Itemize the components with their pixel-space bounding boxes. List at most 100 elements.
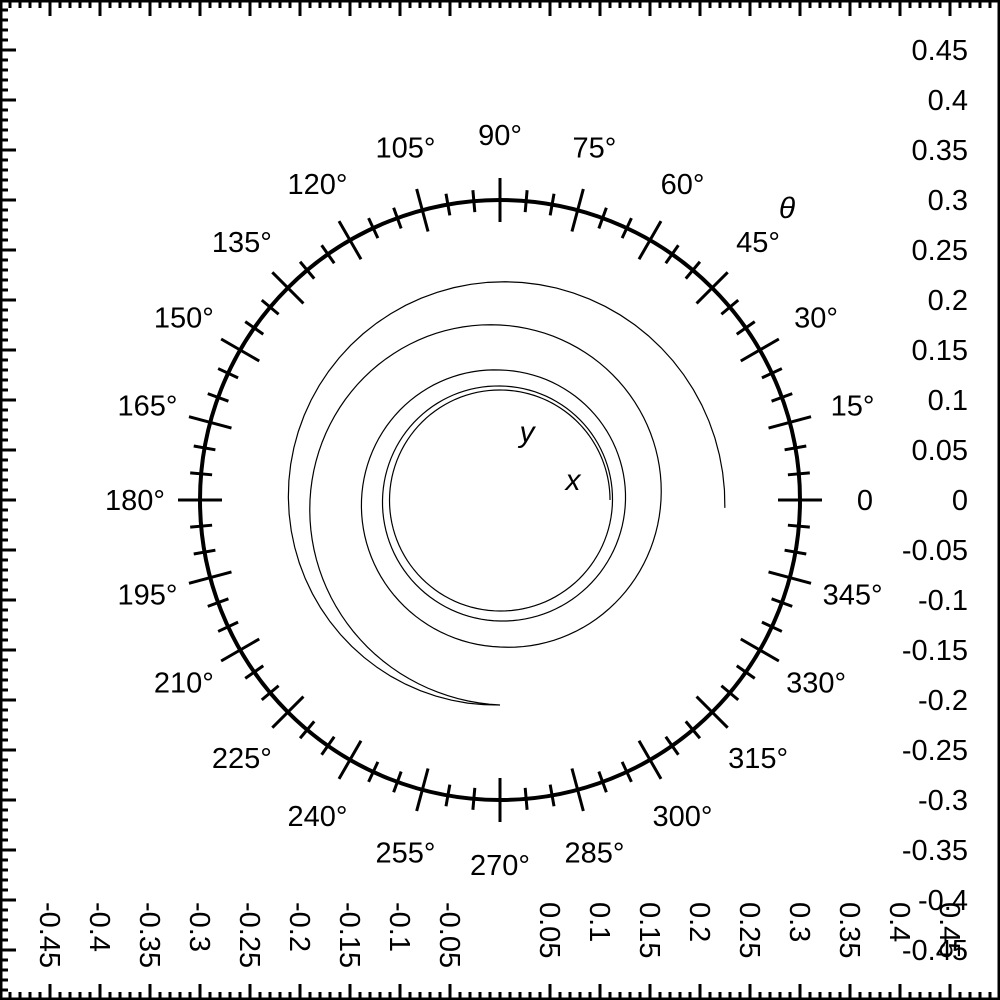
x-tick-label: -0.2 (283, 902, 315, 952)
polar-minor-tick (217, 620, 239, 633)
y-tick-label: -0.45 (902, 935, 968, 967)
x-tick-label: 0.35 (833, 902, 865, 958)
x-tick-label: -0.15 (333, 902, 365, 968)
polar-minor-tick (787, 523, 810, 529)
polar-minor-tick (207, 597, 229, 608)
y-tick-label: 0.2 (928, 285, 968, 317)
angle-label: 15° (831, 391, 875, 423)
polar-minor-tick (597, 771, 608, 793)
polar-major-tick (768, 570, 812, 585)
angle-label: 150° (154, 303, 214, 335)
polar-major-tick (337, 740, 363, 780)
polar-minor-tick (735, 320, 756, 336)
polar-minor-tick (664, 735, 680, 756)
polar-minor-tick (771, 597, 793, 608)
polar-major-tick (695, 271, 729, 305)
polar-major-tick (637, 740, 663, 780)
polar-minor-tick (684, 720, 702, 740)
y-tick-label: 0.3 (928, 185, 968, 217)
angle-label: 255° (376, 838, 436, 870)
angle-label: 240° (288, 801, 348, 833)
y-tick-label: -0.15 (902, 635, 968, 667)
angle-label: 30° (794, 303, 838, 335)
x-tick-label: -0.45 (33, 902, 65, 968)
angle-label: 105° (376, 132, 436, 164)
polar-minor-tick (735, 664, 756, 680)
y-axis-label: y (518, 416, 537, 449)
angle-label: 60° (661, 169, 705, 201)
polar-minor-tick (523, 190, 529, 213)
x-tick-label: -0.4 (83, 902, 115, 952)
polar-major-tick (188, 415, 232, 430)
polar-minor-tick (761, 367, 783, 380)
y-tick-label: 0.45 (912, 35, 968, 67)
spiral-series (287, 281, 726, 706)
polar-major-tick (740, 637, 780, 663)
y-tick-label: 0.25 (912, 235, 968, 267)
polar-minor-tick (207, 392, 229, 403)
y-tick-label: 0.4 (928, 85, 968, 117)
polar-major-tick (695, 695, 729, 729)
polar-major-tick (188, 570, 232, 585)
x-tick-label: -0.35 (133, 902, 165, 968)
spiral-line (287, 281, 726, 706)
x-tick-label: -0.3 (183, 902, 215, 952)
angle-label: 0 (857, 485, 873, 517)
angle-label: 75° (573, 132, 617, 164)
y-tick-label: 0.05 (912, 435, 968, 467)
polar-ring (178, 178, 822, 822)
polar-minor-tick (320, 735, 336, 756)
angle-label: 315° (728, 743, 788, 775)
angle-label: 270° (470, 850, 530, 882)
y-tick-label: 0.15 (912, 335, 968, 367)
polar-minor-tick (320, 244, 336, 265)
x-axis-label: x (564, 464, 582, 497)
x-tick-label: 0.05 (533, 902, 565, 958)
polar-minor-tick (548, 784, 556, 807)
polar-minor-tick (720, 684, 740, 702)
polar-minor-tick (784, 548, 807, 556)
angle-label: 180° (105, 485, 165, 517)
polar-major-tick (337, 220, 363, 260)
polar-minor-tick (367, 761, 380, 783)
x-tick-label: 0.15 (633, 902, 665, 958)
polar-minor-tick (244, 664, 265, 680)
polar-major-tick (570, 188, 585, 232)
x-tick-label: -0.1 (383, 902, 415, 952)
polar-major-tick (271, 695, 305, 729)
y-tick-label: -0.1 (918, 585, 968, 617)
polar-minor-tick (548, 193, 556, 216)
polar-minor-tick (260, 684, 280, 702)
y-tick-label: -0.05 (902, 535, 968, 567)
polar-minor-tick (471, 787, 477, 810)
x-tick-label: 0.25 (733, 902, 765, 958)
angle-label: 330° (786, 668, 846, 700)
polar-minor-tick (444, 784, 452, 807)
x-tick-label: 0.1 (583, 902, 615, 942)
polar-minor-tick (620, 761, 633, 783)
y-tick-label: -0.2 (918, 685, 968, 717)
angle-label: 135° (212, 227, 272, 259)
polar-major-tick (415, 188, 430, 232)
angle-label: 165° (117, 391, 177, 423)
angle-label: 345° (823, 579, 883, 611)
polar-minor-tick (392, 207, 403, 229)
polar-minor-tick (298, 260, 316, 280)
polar-minor-tick (784, 444, 807, 452)
y-tick-label: -0.25 (902, 735, 968, 767)
angle-label: 45° (736, 227, 780, 259)
polar-minor-tick (193, 548, 216, 556)
polar-minor-tick (193, 444, 216, 452)
x-tick-label: 0.2 (683, 902, 715, 942)
angle-label: 90° (478, 120, 522, 152)
theta-axis-label: θ (779, 192, 796, 225)
y-tick-label: 0.35 (912, 135, 968, 167)
x-tick-label: -0.25 (233, 902, 265, 968)
polar-minor-tick (190, 471, 213, 477)
polar-minor-tick (260, 298, 280, 316)
polar-major-tick (637, 220, 663, 260)
polar-minor-tick (684, 260, 702, 280)
polar-minor-tick (471, 190, 477, 213)
tick-labels: 0.45 0.4 0.35 0.3 0.25 0.2 0.15 0.1 0.05 0 -0.05 -0… (33, 35, 968, 968)
